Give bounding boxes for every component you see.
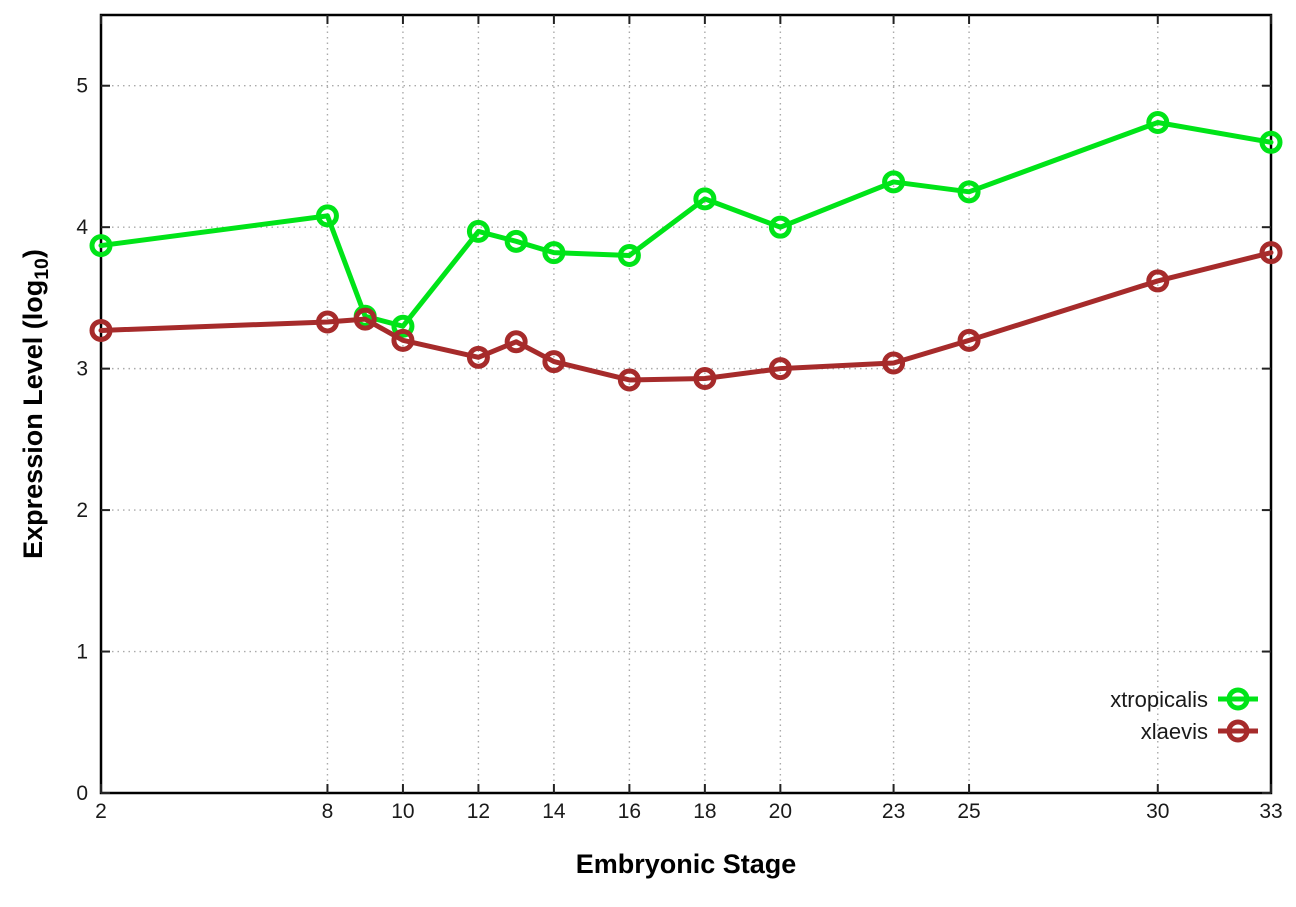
data-point-xtropicalis: [957, 180, 981, 204]
data-point-xtropicalis: [617, 243, 641, 267]
legend-marker-xtropicalis: [1226, 687, 1250, 711]
series-line-xtropicalis: [98, 120, 1274, 329]
data-point-xlaevis: [768, 357, 792, 381]
x-tick-label: 18: [693, 800, 716, 823]
data-point-xtropicalis: [1259, 130, 1283, 154]
y-tick-label: 0: [76, 782, 88, 805]
y-axis-label: Expression Level (log10): [18, 249, 54, 559]
x-tick-label: 30: [1146, 800, 1169, 823]
x-tick-label: 14: [542, 800, 566, 823]
data-point-xlaevis: [542, 350, 566, 374]
data-point-xlaevis: [504, 330, 528, 354]
x-tick-label: 8: [322, 800, 334, 823]
data-point-xtropicalis: [542, 241, 566, 265]
data-point-xlaevis: [1259, 241, 1283, 265]
x-tick-label: 33: [1259, 800, 1282, 823]
y-tick-label: 4: [76, 216, 88, 239]
y-axis-label-close: ): [17, 249, 48, 259]
legend-label-xlaevis: xlaevis: [1141, 719, 1208, 744]
y-axis-label-subscript: 10: [31, 258, 54, 280]
data-point-xtropicalis: [391, 314, 415, 338]
data-point-xtropicalis: [466, 219, 490, 243]
data-point-xlaevis: [882, 351, 906, 375]
legend-marker-xlaevis: [1226, 719, 1250, 743]
y-tick-label: 5: [76, 75, 88, 98]
data-point-xlaevis: [957, 328, 981, 352]
x-tick-label: 25: [957, 800, 980, 823]
data-point-xtropicalis: [1146, 111, 1170, 135]
data-point-xlaevis: [693, 367, 717, 391]
series-line-xlaevis: [98, 250, 1274, 383]
data-point-xlaevis: [315, 310, 339, 334]
x-tick-label: 10: [391, 800, 414, 823]
data-point-xlaevis: [353, 307, 377, 331]
x-axis-label: Embryonic Stage: [575, 849, 797, 879]
x-tick-label: 23: [882, 800, 905, 823]
plot-border: [99, 13, 1273, 795]
y-tick-label: 1: [76, 641, 88, 664]
y-axis-label-text: Expression Level (log: [17, 279, 48, 559]
y-tick-label: 2: [76, 499, 88, 522]
x-tick-label: 12: [467, 800, 490, 823]
data-point-xlaevis: [391, 328, 415, 352]
data-point-xlaevis: [617, 368, 641, 392]
data-point-xtropicalis: [315, 204, 339, 228]
data-point-xtropicalis: [882, 170, 906, 194]
data-point-xlaevis: [1146, 269, 1170, 293]
x-tick-label: 20: [769, 800, 792, 823]
x-tick-label: 16: [618, 800, 641, 823]
legend-label-xtropicalis: xtropicalis: [1110, 687, 1208, 712]
data-point-xtropicalis: [504, 229, 528, 253]
y-tick-label: 3: [76, 358, 88, 381]
data-point-xtropicalis: [89, 234, 113, 258]
data-point-xlaevis: [89, 318, 113, 342]
data-point-xlaevis: [466, 345, 490, 369]
data-point-xtropicalis: [693, 187, 717, 211]
data-point-xtropicalis: [768, 215, 792, 239]
x-tick-label: 2: [95, 800, 107, 823]
